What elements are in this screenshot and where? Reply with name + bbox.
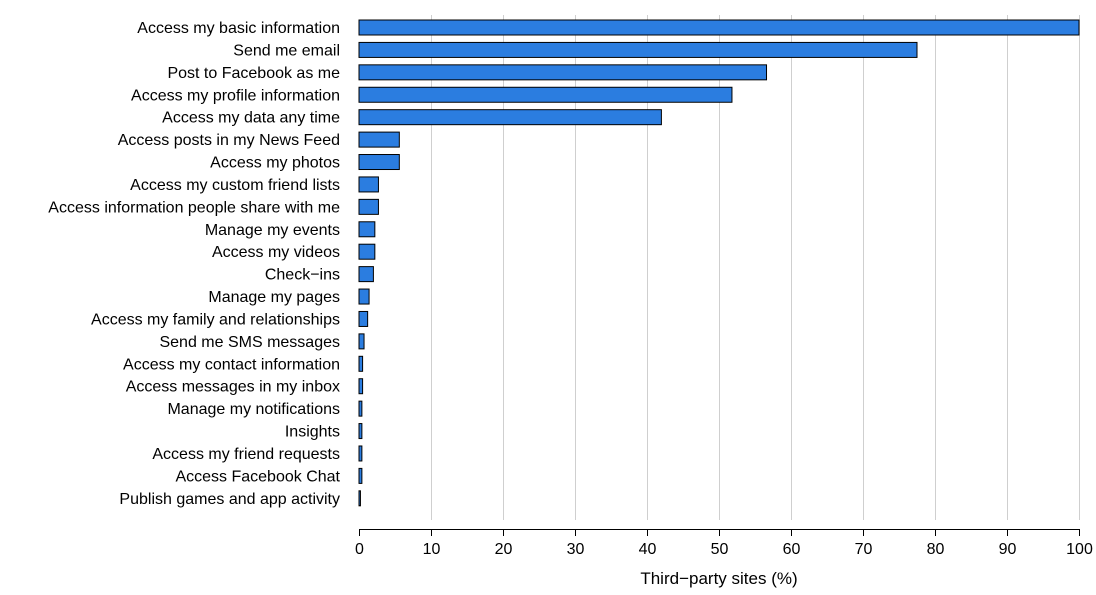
category-label: Manage my notifications: [167, 401, 340, 418]
x-tick-label: 80: [927, 541, 945, 558]
bar: [358, 131, 400, 148]
x-tick-label: 60: [783, 541, 801, 558]
category-label: Send me SMS messages: [159, 334, 340, 351]
category-label: Post to Facebook as me: [167, 65, 340, 82]
category-label: Access my videos: [212, 244, 340, 261]
bar: [358, 86, 733, 103]
x-tick-label: 100: [1066, 541, 1093, 558]
category-label: Insights: [285, 424, 340, 441]
bar: [358, 355, 364, 372]
x-tick-label: 0: [355, 541, 364, 558]
category-label: Access my friend requests: [152, 446, 340, 463]
x-axis: 0 10 20 30 40 50 60 70 80 90 100: [355, 529, 1093, 558]
category-label: Access posts in my News Feed: [118, 132, 340, 149]
x-tick-label: 70: [855, 541, 873, 558]
x-tick-label: 10: [423, 541, 441, 558]
category-label: Access my data any time: [162, 110, 340, 127]
x-axis-title: Third−party sites (%): [640, 569, 797, 588]
bar: [358, 490, 361, 507]
bar: [358, 333, 365, 350]
category-label: Manage my pages: [208, 289, 340, 306]
x-tick-label: 20: [495, 541, 513, 558]
category-label: Send me email: [233, 42, 340, 59]
bar: [358, 445, 363, 462]
category-labels: Access my basic information Send me email…: [48, 20, 340, 508]
bar: [358, 310, 369, 327]
bars: [358, 19, 1080, 507]
category-label: Access my family and relationships: [91, 311, 340, 328]
x-tick-label: 90: [999, 541, 1017, 558]
bar: [358, 378, 364, 395]
bar: [358, 109, 662, 126]
x-tick-label: 50: [711, 541, 729, 558]
category-label: Manage my events: [205, 222, 340, 239]
bar: [358, 41, 918, 58]
category-label: Access my basic information: [137, 20, 340, 37]
bar: [358, 19, 1080, 36]
bar: [358, 266, 374, 283]
category-label: Access my contact information: [123, 356, 340, 373]
bar: [358, 176, 379, 193]
category-label: Access my photos: [210, 155, 340, 172]
category-label: Check−ins: [265, 267, 340, 284]
category-label: Access information people share with me: [48, 199, 340, 216]
x-tick-label: 30: [567, 541, 585, 558]
category-label: Publish games and app activity: [119, 491, 340, 508]
bar: [358, 64, 768, 81]
bar: [358, 154, 400, 171]
bar: [358, 221, 376, 238]
bar: [358, 198, 379, 215]
category-label: Access messages in my inbox: [126, 379, 340, 396]
category-label: Access my profile information: [131, 87, 340, 104]
bar: [358, 423, 363, 440]
bar: [358, 400, 363, 417]
bar: [358, 288, 370, 305]
category-label: Access Facebook Chat: [175, 468, 340, 485]
x-tick-label: 40: [639, 541, 657, 558]
category-label: Access my custom friend lists: [130, 177, 340, 194]
bar: [358, 467, 363, 484]
bar: [358, 243, 376, 260]
